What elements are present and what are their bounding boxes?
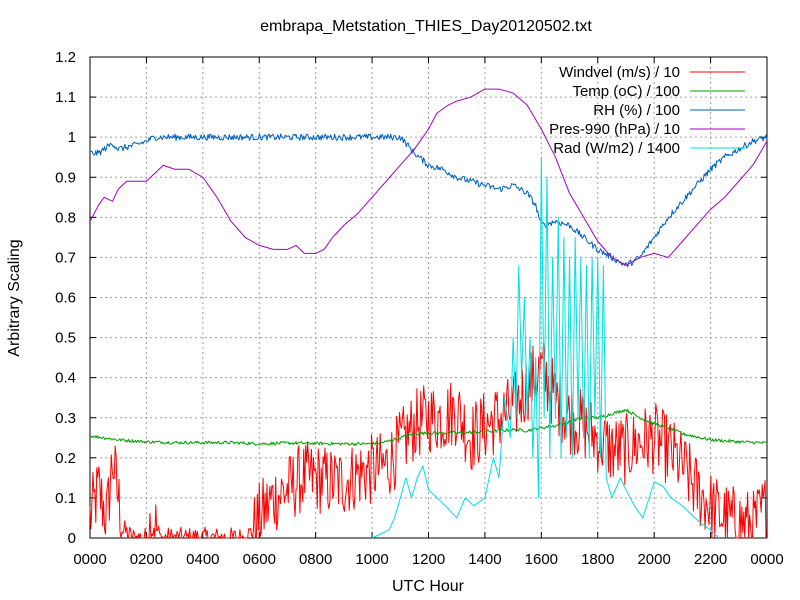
series-line-3 xyxy=(89,88,768,266)
y-tick-label: 0.8 xyxy=(55,209,76,226)
legend: Windvel (m/s) / 10 Temp (oC) / 100 RH (%) … xyxy=(549,64,745,157)
x-tick-label: 1000 xyxy=(355,551,388,568)
x-tick-label: 1800 xyxy=(581,551,614,568)
y-tick-label: 1.2 xyxy=(55,49,76,66)
x-axis-label: UTC Hour xyxy=(392,578,465,595)
series-lines xyxy=(89,88,768,539)
x-tick-label: 2000 xyxy=(637,551,670,568)
y-tick-label: 0.1 xyxy=(55,490,76,507)
y-tick-label: 1.1 xyxy=(55,89,76,106)
legend-label: Pres-990 (hPa) / 10 xyxy=(549,121,680,138)
x-tick-label: 1200 xyxy=(412,551,445,568)
chart-title: embrapa_Metstation_THIES_Day20120502.txt xyxy=(260,18,592,35)
legend-label: Windvel (m/s) / 10 xyxy=(559,64,680,81)
y-tick-label: 1 xyxy=(68,129,76,146)
x-tick-label: 0000 xyxy=(73,551,106,568)
y-tick-label: 0 xyxy=(68,530,76,547)
legend-label: RH (%) / 100 xyxy=(593,102,680,119)
x-tick-label: 1400 xyxy=(468,551,501,568)
x-tick-label: 0400 xyxy=(186,551,219,568)
x-tick-label: 1600 xyxy=(525,551,558,568)
legend-label: Rad (W/m2) / 1400 xyxy=(553,140,680,157)
series-line-1 xyxy=(89,408,768,446)
series-line-4 xyxy=(371,156,720,539)
y-tick-label: 0.4 xyxy=(55,370,76,387)
axes: 0 0.1 0.2 0.3 0.4 0.5 0.6 0.7 0.8 0.9 1 1.1 1.2 0000 0… xyxy=(55,49,784,568)
legend-label: Temp (oC) / 100 xyxy=(572,83,680,100)
y-tick-label: 0.2 xyxy=(55,450,76,467)
y-axis-label: Arbitrary Scaling xyxy=(6,239,23,356)
series-line-0 xyxy=(89,342,767,539)
x-tick-label: 0200 xyxy=(130,551,163,568)
y-tick-label: 0.6 xyxy=(55,290,76,307)
x-tick-label: 0800 xyxy=(299,551,332,568)
y-tick-label: 0.3 xyxy=(55,410,76,427)
x-tick-label: 0000 xyxy=(750,551,783,568)
x-tick-label: 0600 xyxy=(243,551,276,568)
series-line-2 xyxy=(89,133,768,268)
x-tick-label: 2200 xyxy=(694,551,727,568)
y-tick-label: 0.5 xyxy=(55,330,76,347)
y-tick-label: 0.7 xyxy=(55,249,76,266)
y-tick-label: 0.9 xyxy=(55,169,76,186)
